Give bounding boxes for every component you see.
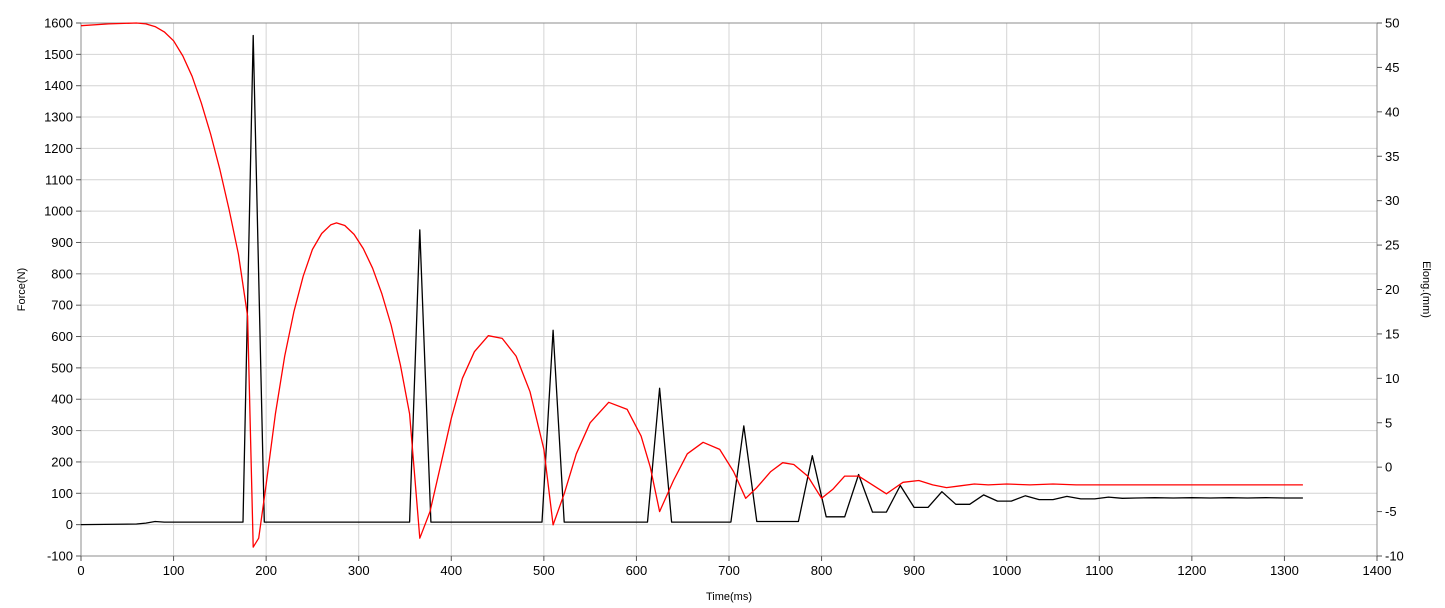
y-left-tick-label: 1100 [45, 172, 73, 187]
y-left-tick-label: 1000 [44, 204, 73, 219]
x-tick-label: 900 [903, 563, 925, 578]
y-right-tick-label: 0 [1385, 460, 1392, 475]
y-left-tick-label: 700 [51, 298, 73, 313]
y-right-tick-label: 35 [1385, 149, 1399, 164]
series-layer [80, 22, 1303, 548]
y-right-tick-label: 45 [1385, 60, 1399, 75]
x-tick-label: 1400 [1363, 563, 1392, 578]
y-left-tick-label: 1200 [44, 141, 73, 156]
y-left-tick-label: 400 [51, 392, 73, 407]
x-tick-label: 800 [811, 563, 833, 578]
y-left-tick-label: 1400 [44, 78, 73, 93]
y-left-tick-label: -100 [47, 549, 73, 564]
y-right-tick-label: 40 [1385, 104, 1399, 119]
y-left-tick-label: 1300 [44, 110, 73, 125]
x-tick-label: 600 [626, 563, 648, 578]
y-left-tick-label: 600 [51, 329, 73, 344]
y-right-tick-label: 5 [1385, 415, 1392, 430]
series-line-elongation [80, 22, 1303, 548]
x-axis-ticks: 0 100 200 300 400 500 600 700 800 900 1000 1100 1200… [77, 556, 1391, 578]
y-right-tick-label: 30 [1385, 193, 1399, 208]
x-tick-label: 1300 [1270, 563, 1299, 578]
y-right-tick-label: -5 [1385, 504, 1397, 519]
y-right-tick-label: -10 [1385, 549, 1404, 564]
y-left-tick-label: 800 [51, 266, 73, 281]
y-left-tick-label: 500 [51, 360, 73, 375]
x-tick-label: 100 [163, 563, 185, 578]
x-tick-label: 1000 [992, 563, 1021, 578]
y-right-tick-label: 10 [1385, 371, 1399, 386]
y-left-axis-ticks: -100 0 100 200 300 400 500 600 700 800 900 1000 1100… [44, 16, 81, 564]
y-left-tick-label: 1500 [44, 47, 73, 62]
x-tick-label: 0 [77, 563, 84, 578]
x-axis-title: Time(ms) [706, 591, 752, 603]
x-tick-label: 1100 [1085, 563, 1113, 578]
grid [80, 22, 1378, 557]
y-left-tick-label: 1600 [44, 16, 73, 31]
y-right-axis-ticks: -10 -5 0 5 10 15 20 25 30 35 40 45 50 [1377, 16, 1404, 564]
y-right-tick-label: 25 [1385, 238, 1399, 253]
x-tick-label: 300 [348, 563, 370, 578]
x-tick-label: 1200 [1177, 563, 1206, 578]
y-left-axis-title: Force(N) [16, 268, 28, 311]
x-tick-label: 700 [718, 563, 740, 578]
x-tick-label: 500 [533, 563, 555, 578]
x-tick-label: 200 [255, 563, 277, 578]
y-left-tick-label: 900 [51, 235, 73, 250]
y-right-tick-label: 15 [1385, 326, 1399, 341]
y-right-axis-title: Elong.(mm) [1420, 261, 1432, 318]
y-right-tick-label: 50 [1385, 16, 1399, 31]
y-left-tick-label: 300 [51, 423, 73, 438]
y-left-tick-label: 200 [51, 454, 73, 469]
y-right-tick-label: 20 [1385, 282, 1399, 297]
y-left-tick-label: 0 [66, 517, 73, 532]
x-tick-label: 400 [440, 563, 462, 578]
y-left-tick-label: 100 [51, 486, 73, 501]
series-line-force [80, 34, 1303, 526]
